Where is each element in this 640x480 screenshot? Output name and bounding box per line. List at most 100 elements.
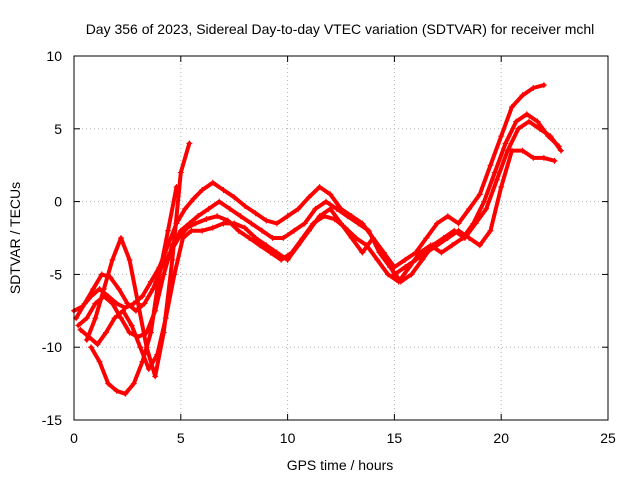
data-point [466, 205, 473, 212]
data-point [100, 285, 107, 292]
data-point [487, 162, 494, 169]
data-point [515, 125, 522, 132]
data-point [273, 249, 280, 256]
y-tick-label: -10 [42, 339, 62, 355]
y-tick-label: 10 [46, 48, 62, 64]
data-point [231, 194, 238, 201]
data-point [88, 344, 95, 351]
data-point [305, 194, 312, 201]
data-point [216, 198, 223, 205]
data-point [192, 220, 199, 227]
data-point [117, 315, 124, 322]
data-point [491, 169, 498, 176]
data-point [434, 220, 441, 227]
data-point [269, 235, 276, 241]
data-point [391, 271, 398, 278]
data-point [186, 140, 193, 147]
data-point [395, 278, 402, 285]
data-point [470, 220, 477, 227]
data-point [519, 92, 526, 99]
data-point [423, 235, 430, 241]
data-point [145, 366, 152, 373]
data-point [558, 147, 565, 154]
data-point [476, 191, 483, 198]
data-point [152, 373, 159, 380]
y-tick-label: -5 [50, 266, 63, 282]
data-point [449, 242, 456, 249]
data-point [370, 235, 377, 241]
data-point [280, 235, 287, 241]
data-point [438, 249, 445, 256]
data-point [169, 256, 176, 263]
data-point [365, 227, 372, 234]
data-point [92, 300, 99, 307]
data-point [295, 242, 302, 249]
x-tick-label: 0 [70, 430, 78, 446]
x-tick-label: 25 [600, 430, 616, 446]
data-point [226, 205, 233, 212]
y-tick-label: 0 [54, 194, 62, 210]
data-point [534, 118, 541, 125]
data-point [312, 205, 319, 212]
data-point [402, 264, 409, 271]
series-track-1 [71, 82, 547, 314]
data-point [156, 271, 163, 278]
data-point [434, 242, 441, 249]
data-point [179, 235, 186, 241]
data-point [316, 184, 323, 191]
data-point [359, 249, 366, 256]
data-point [137, 344, 144, 351]
data-point [120, 307, 127, 314]
data-point [555, 143, 562, 150]
data-point [177, 169, 184, 176]
data-point [199, 227, 206, 234]
data-point [164, 227, 171, 234]
data-point [295, 205, 302, 212]
data-point [248, 220, 255, 227]
data-point [126, 329, 133, 336]
data-point [235, 227, 242, 234]
data-point [115, 285, 122, 292]
data-point [252, 210, 259, 217]
series-track-6 [88, 184, 180, 397]
data-point [231, 220, 238, 227]
data-point [94, 341, 101, 348]
data-point [98, 271, 105, 278]
data-point [109, 256, 116, 263]
data-point [455, 220, 462, 227]
data-point [523, 111, 530, 118]
data-point [348, 235, 355, 241]
series-track-4 [77, 147, 558, 373]
data-point [476, 242, 483, 249]
data-point [184, 224, 191, 231]
data-point [540, 82, 547, 89]
data-point [194, 213, 201, 220]
data-point [147, 278, 154, 285]
data-point [355, 220, 362, 227]
data-point [214, 213, 221, 220]
data-point [327, 191, 334, 198]
data-point [305, 227, 312, 234]
data-point [530, 85, 537, 92]
data-point [105, 380, 112, 387]
data-point [141, 300, 148, 307]
data-point [333, 205, 340, 212]
data-point [284, 213, 291, 220]
chart-title: Day 356 of 2023, Sidereal Day-to-day VTE… [86, 21, 595, 37]
data-point [103, 329, 110, 336]
x-tick-label: 10 [280, 430, 296, 446]
data-point [263, 242, 270, 249]
data-point [444, 213, 451, 220]
data-point [92, 315, 99, 322]
data-point [508, 103, 515, 110]
data-point [205, 205, 212, 212]
data-point [455, 227, 462, 234]
data-point [122, 390, 129, 397]
series-line [76, 119, 563, 339]
data-point [150, 285, 157, 292]
x-tick-label: 20 [493, 430, 509, 446]
data-point [338, 220, 344, 227]
data-point [258, 227, 265, 234]
data-point [124, 300, 131, 307]
data-point [182, 205, 189, 212]
